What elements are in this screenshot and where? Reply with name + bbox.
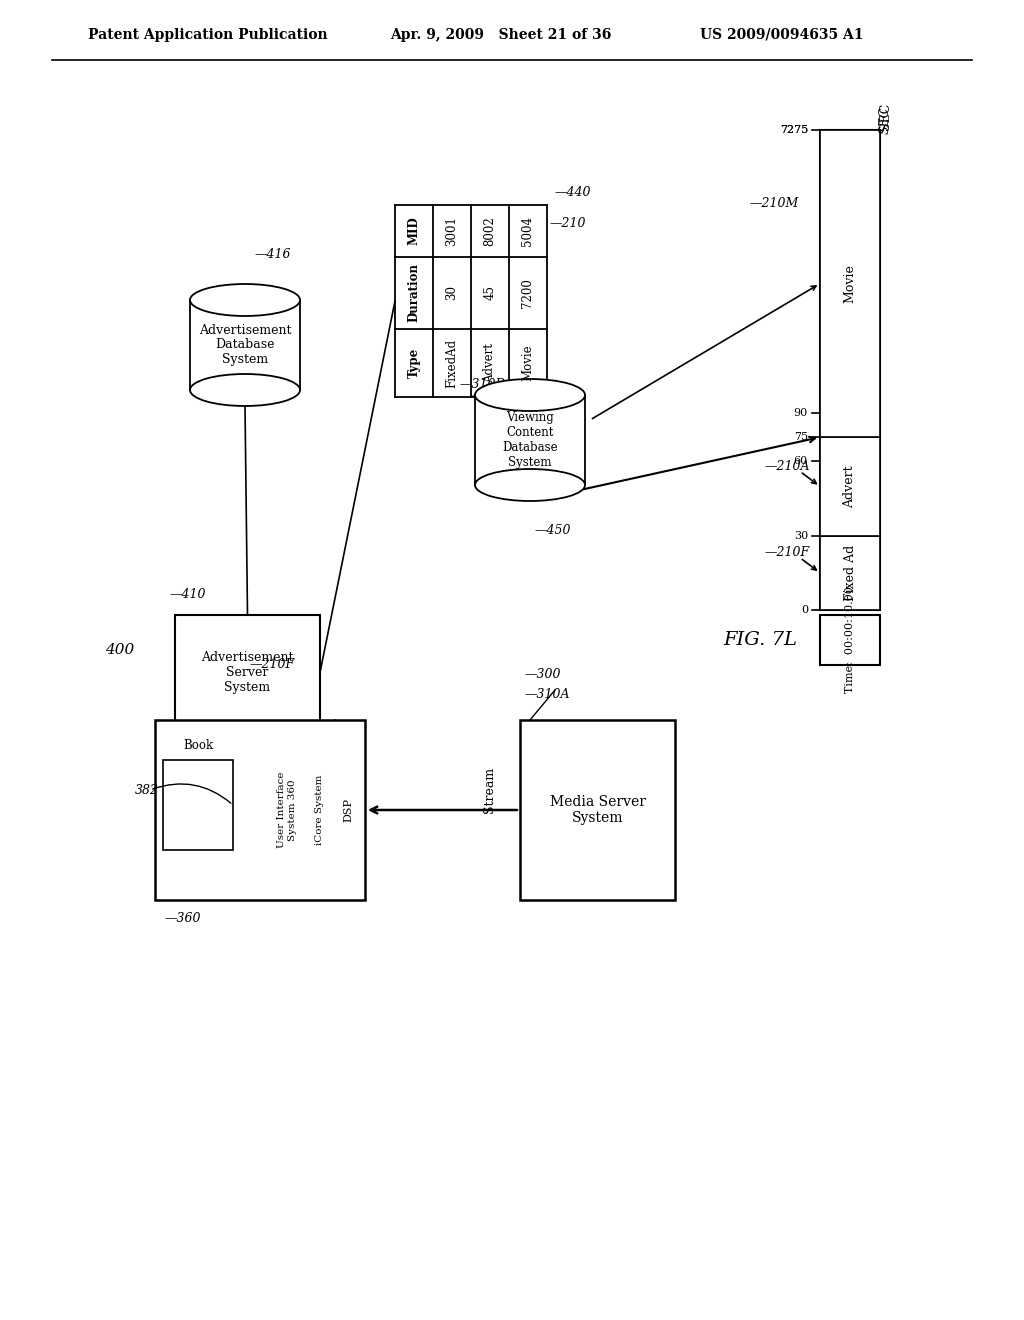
Bar [820,536,880,610]
Text: 90: 90 [794,408,808,418]
Text: User Interface
System 360: User Interface System 360 [278,772,297,849]
Text: Time:  00:00:10.00: Time: 00:00:10.00 [845,586,855,693]
Text: 7200: 7200 [521,279,535,308]
Text: Type: Type [408,348,421,378]
Ellipse shape [190,284,300,315]
Bar [163,760,233,850]
Text: Stream: Stream [483,767,497,813]
Bar [820,615,880,665]
Text: MID: MID [408,216,421,246]
Text: 7275: 7275 [779,125,808,135]
Text: Movie: Movie [844,264,856,304]
Text: 30: 30 [445,285,459,301]
Text: iCore System: iCore System [315,775,325,845]
Ellipse shape [190,374,300,407]
Text: 5004: 5004 [521,216,535,246]
Text: —450: —450 [535,524,571,537]
Text: Apr. 9, 2009   Sheet 21 of 36: Apr. 9, 2009 Sheet 21 of 36 [390,28,611,42]
Text: —210M: —210M [750,197,800,210]
Text: 3001: 3001 [445,216,459,246]
Text: 8002: 8002 [483,216,497,246]
Text: —310D: —310D [460,379,507,392]
Text: —300: —300 [525,668,561,681]
Text: —210F: —210F [765,546,810,560]
Bar [190,300,300,389]
Bar [520,719,675,900]
Text: —410: —410 [170,589,207,602]
Text: SEC: SEC [879,107,892,133]
Text: Patent Application Publication: Patent Application Publication [88,28,328,42]
Text: —210A: —210A [765,459,811,473]
Text: —210F: —210F [250,659,295,672]
Text: Viewing
Content
Database
System: Viewing Content Database System [502,411,558,469]
Text: Fixed Ad: Fixed Ad [844,545,856,601]
Text: Advertisement
Database
System: Advertisement Database System [199,323,291,367]
Text: Media Server
System: Media Server System [550,795,645,825]
Text: —310A: —310A [525,689,570,701]
Text: Advert: Advert [483,343,497,383]
Text: SEC: SEC [879,103,892,129]
Text: 0: 0 [801,605,808,615]
Text: —210: —210 [550,216,587,230]
Text: 382: 382 [135,784,159,796]
Ellipse shape [475,379,585,411]
Text: 45: 45 [483,285,497,301]
Ellipse shape [475,469,585,502]
Bar [820,129,880,437]
Bar [820,129,880,610]
Text: 7275: 7275 [779,125,808,135]
Text: US 2009/0094635 A1: US 2009/0094635 A1 [700,28,863,42]
Text: —360: —360 [165,912,202,924]
Text: —416: —416 [255,248,292,260]
Text: FIG. 7L: FIG. 7L [723,631,797,649]
Text: Advertisement
Server
System: Advertisement Server System [202,651,294,694]
Text: Movie: Movie [521,345,535,381]
Text: Advert: Advert [844,465,856,508]
Text: 30: 30 [794,531,808,541]
Bar [155,719,365,900]
Text: 400: 400 [105,643,134,657]
Text: FixedAd: FixedAd [445,338,459,388]
Text: 60: 60 [794,457,808,466]
Bar [175,615,319,730]
Bar [475,395,585,484]
Text: Duration: Duration [408,264,421,322]
Text: 75: 75 [794,432,808,442]
Text: —440: —440 [555,186,592,199]
Bar [820,437,880,536]
Text: DSP: DSP [343,799,353,822]
Text: Book: Book [183,739,213,752]
